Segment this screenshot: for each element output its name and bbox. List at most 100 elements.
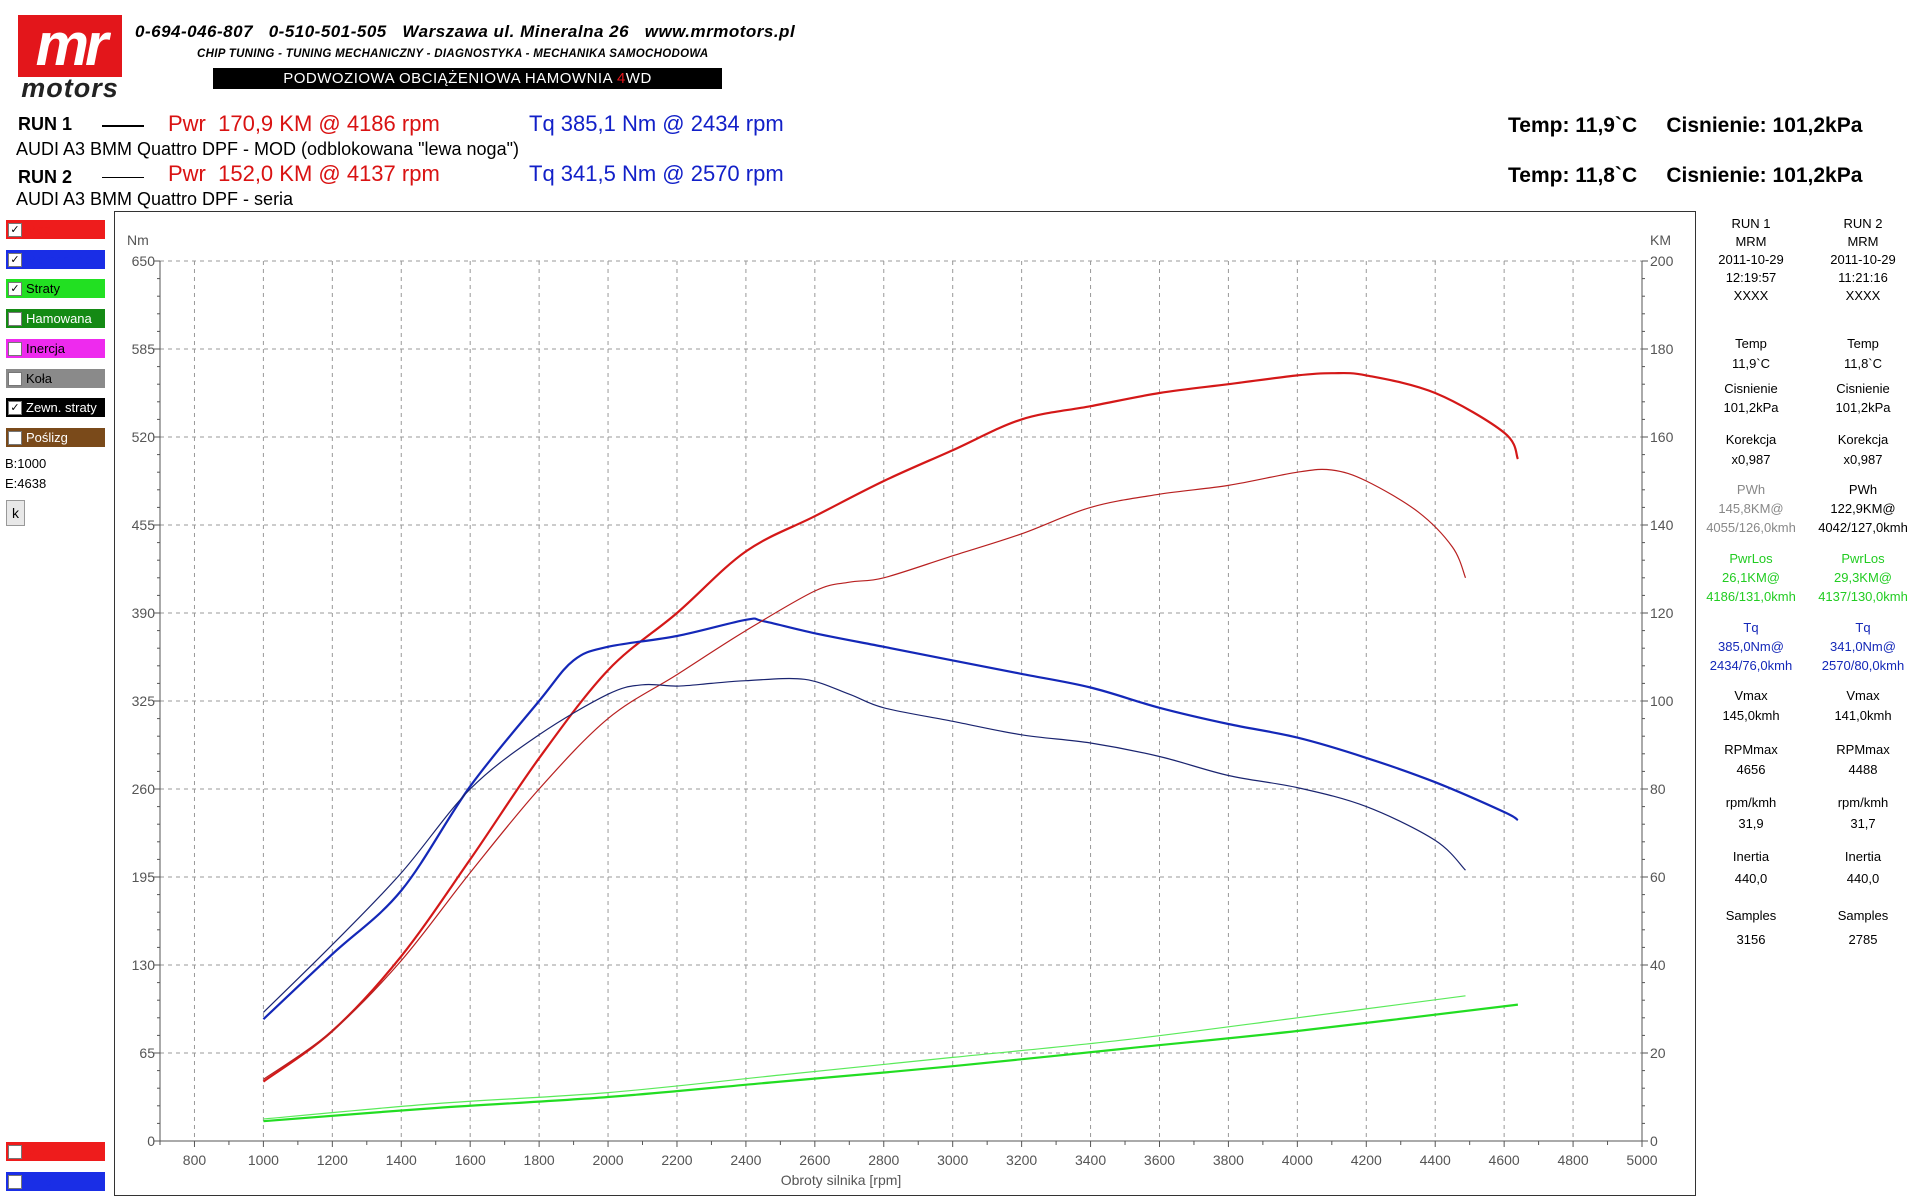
panel-run2-temp-label: Temp bbox=[1847, 336, 1879, 351]
run2-line-sample bbox=[102, 177, 144, 178]
legend-extra-1[interactable]: Inne bbox=[6, 1172, 105, 1191]
logo-mark: mr bbox=[18, 15, 122, 77]
checkbox[interactable] bbox=[8, 1175, 22, 1189]
panel-run2-kor-label: Korekcja bbox=[1837, 432, 1889, 447]
checkbox[interactable] bbox=[8, 312, 22, 327]
y-right-tick-label: 160 bbox=[1650, 429, 1674, 445]
checkbox[interactable]: ✓ bbox=[8, 252, 22, 267]
legend-label: MAP bbox=[26, 1144, 55, 1159]
legend-item-7[interactable]: Poślizg bbox=[6, 427, 105, 447]
panel-run1-in-label: Inertia bbox=[1732, 849, 1770, 864]
x-tick-label: 1200 bbox=[317, 1152, 348, 1168]
checkbox[interactable] bbox=[8, 371, 22, 386]
y-right-tick-label: 200 bbox=[1650, 253, 1674, 269]
k-button[interactable]: k bbox=[6, 500, 25, 526]
legend-item-0[interactable]: ✓ Moc bbox=[6, 220, 105, 239]
run1-power: Pwr 170,9 KM @ 4186 rpm bbox=[168, 111, 440, 136]
y-left-tick-label: 520 bbox=[132, 429, 156, 445]
checkbox[interactable] bbox=[8, 341, 22, 356]
y-right-tick-label: 80 bbox=[1650, 781, 1666, 797]
end-rpm: E:4638 bbox=[5, 476, 47, 491]
y-left-tick-label: 65 bbox=[139, 1045, 155, 1061]
checkbox[interactable]: ✓ bbox=[8, 401, 22, 416]
x-tick-label: 3400 bbox=[1075, 1152, 1106, 1168]
x-tick-label: 1800 bbox=[524, 1152, 555, 1168]
checkbox[interactable] bbox=[8, 1145, 22, 1159]
x-tick-label: 1600 bbox=[455, 1152, 486, 1168]
panel-run1-pl-sub: 4186/131,0kmh bbox=[1706, 589, 1796, 604]
panel-run2-code: XXXX bbox=[1845, 288, 1881, 303]
legend-label: Koła bbox=[26, 370, 53, 386]
x-tick-label: 2200 bbox=[661, 1152, 692, 1168]
x-tick-label: 4800 bbox=[1557, 1152, 1588, 1168]
legend-label: Inne bbox=[26, 1174, 52, 1189]
panel-run2-sm: 2785 bbox=[1848, 932, 1878, 947]
legend-label: Zewn. straty bbox=[26, 400, 97, 416]
panel-run1-vmax: 145,0kmh bbox=[1722, 708, 1780, 723]
panel-run1-pl-label: PwrLos bbox=[1729, 551, 1773, 566]
run1-description: AUDI A3 BMM Quattro DPF - MOD (odblokowa… bbox=[16, 139, 519, 159]
checkbox[interactable] bbox=[8, 430, 22, 445]
panel-run2-pwh-label: PWh bbox=[1848, 482, 1878, 497]
y-right-tick-label: 120 bbox=[1650, 605, 1674, 621]
panel-run1-vmax-label: Vmax bbox=[1734, 688, 1768, 703]
panel-run2-kor: x0,987 bbox=[1843, 452, 1883, 467]
panel-run2-rk: 31,7 bbox=[1850, 816, 1876, 831]
panel-run2-pl-sub: 4137/130,0kmh bbox=[1818, 589, 1908, 604]
x-tick-label: 5000 bbox=[1626, 1152, 1657, 1168]
legend-item-5[interactable]: Koła bbox=[6, 368, 105, 388]
legend-item-1[interactable]: ✓ Moment obr. bbox=[6, 249, 105, 269]
legend-item-3[interactable]: Hamowana bbox=[6, 309, 105, 329]
panel-run2-vmax: 141,0kmh bbox=[1834, 708, 1892, 723]
legend-item-6[interactable]: ✓ Zewn. straty bbox=[6, 398, 105, 418]
legend-item-4[interactable]: Inercja bbox=[6, 338, 105, 358]
x-tick-label: 800 bbox=[183, 1152, 207, 1168]
y-left-tick-label: 390 bbox=[132, 605, 156, 621]
panel-run1-kor-label: Korekcja bbox=[1725, 432, 1777, 447]
x-tick-label: 2400 bbox=[730, 1152, 761, 1168]
panel-run2-in-label: Inertia bbox=[1844, 849, 1882, 864]
panel-run1-kor: x0,987 bbox=[1731, 452, 1771, 467]
panel-run2-date: 2011-10-29 bbox=[1830, 252, 1896, 267]
run1-line-sample bbox=[102, 125, 144, 127]
checkbox[interactable]: ✓ bbox=[8, 282, 22, 297]
panel-run2-tq: 341,0Nm@ bbox=[1830, 639, 1896, 654]
panel-run2-sm-label: Samples bbox=[1837, 908, 1889, 923]
panel-run2-rpm-label: RPMmax bbox=[1836, 742, 1890, 757]
panel-run1-pwh-sub: 4055/126,0kmh bbox=[1706, 520, 1796, 535]
series-line-tq-run-1 bbox=[262, 617, 1519, 1020]
x-tick-label: 4600 bbox=[1489, 1152, 1520, 1168]
panel-run1-temp-label: Temp bbox=[1735, 336, 1767, 351]
legend-extra-0[interactable]: MAP bbox=[6, 1142, 105, 1161]
logo-subtext: motors bbox=[21, 73, 119, 103]
x-tick-label: 4200 bbox=[1351, 1152, 1382, 1168]
panel-run1-sm-label: Samples bbox=[1725, 908, 1777, 923]
panel-run1-title: RUN 1 bbox=[1731, 216, 1771, 231]
panel-run1-name: MRM bbox=[1735, 234, 1767, 249]
panel-run2-pwh: 122,9KM@ bbox=[1830, 501, 1896, 516]
run1-torque: Tq 385,1 Nm @ 2434 rpm bbox=[529, 111, 784, 136]
x-tick-label: 2800 bbox=[868, 1152, 899, 1168]
y-left-tick-label: 650 bbox=[132, 253, 156, 269]
y-left-tick-label: 130 bbox=[132, 957, 156, 973]
legend-item-2[interactable]: ✓ Straty bbox=[6, 279, 105, 299]
series-line-straty-run-2 bbox=[263, 995, 1466, 1120]
panel-run2-tq-label: Tq bbox=[1855, 620, 1871, 635]
panel-run2-pl: 29,3KM@ bbox=[1834, 570, 1892, 585]
panel-run1-in: 440,0 bbox=[1734, 871, 1768, 886]
run2-label: RUN 2 bbox=[18, 167, 73, 187]
x-tick-label: 3600 bbox=[1144, 1152, 1175, 1168]
panel-run2-cis: 101,2kPa bbox=[1835, 400, 1891, 415]
legend-label: Moc bbox=[26, 222, 51, 237]
panel-run1-pwh-label: PWh bbox=[1736, 482, 1766, 497]
series-line-pwr-run-2 bbox=[263, 468, 1467, 1080]
x-tick-label: 4000 bbox=[1282, 1152, 1313, 1168]
panel-run1-time: 12:19:57 bbox=[1725, 270, 1777, 285]
banner-wd: WD bbox=[625, 70, 652, 87]
panel-run2-temp: 11,8`C bbox=[1843, 356, 1883, 371]
checkbox[interactable]: ✓ bbox=[8, 223, 22, 237]
legend-label: Moment obr. bbox=[26, 251, 99, 267]
x-tick-label: 1000 bbox=[248, 1152, 279, 1168]
begin-rpm: B:1000 bbox=[5, 456, 47, 471]
x-tick-label: 4400 bbox=[1420, 1152, 1451, 1168]
